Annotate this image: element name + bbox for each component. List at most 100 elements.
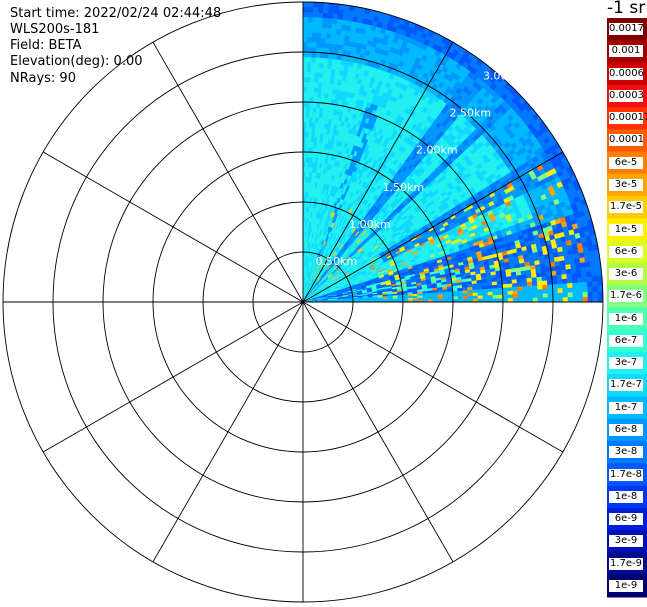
sector-cell <box>302 76 308 83</box>
sector-cell <box>305 156 309 163</box>
sector-cell <box>321 32 327 39</box>
sector-cell <box>309 116 313 123</box>
sector-cell <box>565 264 572 270</box>
sector-cell <box>314 67 320 73</box>
sector-cell <box>327 12 334 19</box>
sector-cell <box>307 16 314 23</box>
sector-cell <box>317 87 322 94</box>
sector-cell <box>314 72 320 78</box>
sector-cell <box>302 61 308 68</box>
sector-cell <box>589 255 596 262</box>
sector-cell <box>326 22 333 29</box>
sector-cell <box>337 13 344 20</box>
sector-cell <box>315 47 322 53</box>
sector-cell <box>316 37 322 43</box>
sector-cell <box>310 76 315 83</box>
sector-cell <box>306 71 312 78</box>
sector-cell <box>310 81 315 88</box>
sector-cell <box>314 77 319 83</box>
sector-cell <box>313 2 319 8</box>
sector-cell <box>312 21 318 28</box>
sector-cell <box>308 131 313 138</box>
sector-cell <box>307 26 313 33</box>
sector-cell <box>312 112 317 118</box>
sector-cell <box>316 102 321 108</box>
sector-cell <box>307 31 313 38</box>
sector-cell <box>309 101 314 108</box>
sector-cell <box>560 264 567 271</box>
sector-cell <box>302 21 309 28</box>
sector-cell <box>308 136 312 143</box>
sector-cell <box>325 37 331 44</box>
sector-cell <box>302 51 308 58</box>
sector-cell <box>324 47 330 54</box>
sector-cell <box>311 41 317 48</box>
sector-cell <box>331 28 337 35</box>
sector-cell <box>307 6 314 13</box>
sector-cell <box>306 96 311 103</box>
sector-cell <box>315 62 320 68</box>
sector-cell <box>307 51 312 58</box>
sector-cell <box>302 116 307 123</box>
sector-cell <box>309 91 315 98</box>
sector-cell <box>305 161 309 168</box>
sector-cell <box>540 267 547 273</box>
sector-cell <box>302 96 307 103</box>
sector-cell <box>312 6 319 13</box>
sector-cell <box>307 41 313 48</box>
sector-cell <box>570 263 577 270</box>
sector-cell <box>320 47 326 54</box>
sector-cell <box>584 256 591 263</box>
sector-cell <box>302 56 308 63</box>
sector-cell <box>327 58 334 65</box>
sector-cell <box>311 51 317 58</box>
sector-cell <box>321 22 328 29</box>
sector-cell <box>302 101 307 108</box>
sector-cell <box>311 36 318 43</box>
sector-cell <box>302 6 309 13</box>
sector-cell <box>307 21 313 28</box>
sector-cell <box>311 122 316 128</box>
sector-cell <box>574 257 581 264</box>
sector-cell <box>305 141 309 148</box>
sector-cell <box>564 259 571 266</box>
sector-cell <box>555 265 562 272</box>
sector-cell <box>317 82 323 89</box>
sector-cell <box>317 17 324 23</box>
sector-cell <box>311 46 317 53</box>
sector-cell <box>310 71 316 78</box>
sector-cell <box>323 62 329 69</box>
sector-cell <box>333 8 340 15</box>
sector-cell <box>535 268 542 274</box>
sector-cell <box>307 46 313 53</box>
sector-cell <box>325 42 331 49</box>
sector-cell <box>308 121 313 128</box>
sector-cell <box>305 146 309 153</box>
sector-cell <box>305 131 310 138</box>
sector-cell <box>319 52 326 59</box>
sector-cell <box>332 13 339 20</box>
sector-cell <box>309 96 314 103</box>
sector-cell <box>311 56 317 63</box>
sector-cell <box>309 111 314 118</box>
sector-cell <box>316 97 322 103</box>
sector-cell <box>316 32 323 38</box>
sector-cell <box>304 171 308 178</box>
sector-cell <box>312 16 319 23</box>
sector-cell <box>321 77 327 84</box>
sector-cell <box>336 18 343 25</box>
sector-cell <box>338 8 345 16</box>
sector-cell <box>315 57 321 63</box>
sector-cell <box>307 36 313 43</box>
sector-cell <box>324 52 330 59</box>
sector-cell <box>327 17 334 24</box>
sector-cell <box>306 81 311 88</box>
sector-cell <box>312 11 319 18</box>
sector-cell <box>302 111 307 118</box>
sector-cell <box>315 52 321 58</box>
sector-cell <box>318 67 324 74</box>
sector-cell <box>308 126 313 133</box>
sector-cell <box>302 86 307 93</box>
sector-cell <box>312 26 318 33</box>
sector-cell <box>585 261 592 268</box>
